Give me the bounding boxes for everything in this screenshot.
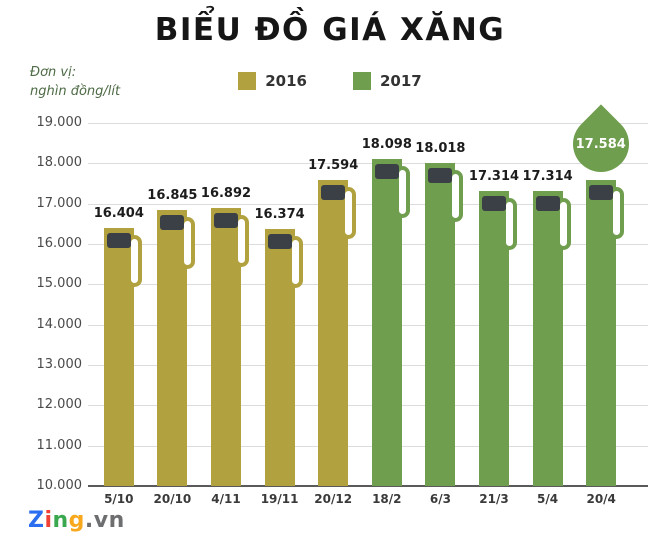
x-axis-label: 20/12 xyxy=(314,492,353,506)
highlight-value-label: 17.584 xyxy=(576,136,627,152)
x-axis-label: 20/10 xyxy=(153,492,192,506)
gridline xyxy=(88,123,648,124)
pump-nozzle-hook-icon xyxy=(180,216,196,269)
pump-nozzle-hook-icon xyxy=(394,166,410,219)
zing-logo: Zing.vn xyxy=(28,508,125,533)
gridline xyxy=(88,324,648,326)
gridline xyxy=(88,445,648,447)
zing-logo-letter: i xyxy=(44,508,53,533)
y-axis-label: 11.000 xyxy=(36,437,83,453)
pump-nozzle-handle-icon xyxy=(267,233,292,249)
pump-nozzle-handle-icon xyxy=(321,184,346,200)
unit-label: Đơn vị: nghìn đồng/lít xyxy=(30,64,120,102)
y-axis-label: 13.000 xyxy=(36,357,83,372)
zing-logo-letter: g xyxy=(68,508,85,533)
pump-nozzle-hook-icon xyxy=(448,169,464,222)
gridline xyxy=(88,365,648,366)
y-axis-label: 16.000 xyxy=(36,236,83,251)
gridline xyxy=(88,284,648,286)
x-axis-label: 4/11 xyxy=(211,492,241,506)
chart-title: BIỂU ĐỒ GIÁ XĂNG xyxy=(154,12,506,48)
gridline xyxy=(88,203,648,205)
zing-logo-letter: Z xyxy=(28,508,45,533)
bar-value-label: 16.374 xyxy=(254,206,305,222)
y-axis-label: 18.000 xyxy=(36,155,83,171)
x-axis-label: 19/11 xyxy=(260,492,299,506)
pump-nozzle-hook-icon xyxy=(234,215,249,268)
pump-nozzle-handle-icon xyxy=(214,213,238,229)
x-axis-label: 21/3 xyxy=(479,492,509,506)
gridline xyxy=(88,244,648,245)
pump-nozzle-hook-icon xyxy=(502,198,517,250)
y-axis-label: 12.000 xyxy=(36,397,83,413)
bar-value-label: 16.404 xyxy=(93,205,144,221)
pump-nozzle-handle-icon xyxy=(535,196,560,211)
y-axis-label: 19.000 xyxy=(36,115,83,130)
pump-nozzle-handle-icon xyxy=(374,164,399,180)
pump-nozzle-hook-icon xyxy=(555,198,571,250)
legend-label-2017: 2017 xyxy=(380,72,422,90)
x-axis-line xyxy=(88,485,648,487)
bar-value-label: 18.098 xyxy=(361,137,412,153)
unit-label-line2: nghìn đồng/lít xyxy=(30,83,121,99)
x-axis-label: 5/10 xyxy=(104,492,134,506)
bar-value-label: 16.892 xyxy=(200,186,252,202)
gridline xyxy=(88,405,648,407)
pump-nozzle-hook-icon xyxy=(341,186,357,239)
bar-value-label: 18.018 xyxy=(415,140,466,156)
zing-logo-suffix: .vn xyxy=(84,508,125,533)
pump-nozzle-handle-icon xyxy=(589,185,614,201)
bar-value-label: 17.314 xyxy=(468,169,520,184)
bar-value-label: 17.314 xyxy=(522,169,573,184)
pump-nozzle-handle-icon xyxy=(482,196,506,211)
legend-item-2016: 2016 xyxy=(238,72,307,90)
legend-item-2017: 2017 xyxy=(353,72,422,90)
pump-nozzle-handle-icon xyxy=(160,214,185,230)
y-axis-label: 10.000 xyxy=(36,478,83,493)
pump-nozzle-hook-icon xyxy=(609,187,625,240)
pump-nozzle-hook-icon xyxy=(126,234,142,287)
x-axis-label: 18/2 xyxy=(372,492,402,506)
y-axis-label: 15.000 xyxy=(36,276,83,292)
legend-swatch-2016 xyxy=(238,72,257,90)
x-axis-label: 20/4 xyxy=(586,492,616,506)
pump-nozzle-handle-icon xyxy=(106,232,131,248)
legend-swatch-2017 xyxy=(353,72,371,90)
x-axis-label: 5/4 xyxy=(537,492,559,506)
pump-nozzle-handle-icon xyxy=(428,167,453,183)
y-axis-label: 14.000 xyxy=(36,316,83,332)
unit-label-line1: Đơn vị: xyxy=(30,65,77,80)
legend: 2016 2017 xyxy=(0,72,660,90)
y-axis-label: 17.000 xyxy=(36,195,83,211)
bar-value-label: 16.845 xyxy=(147,187,198,203)
gridline xyxy=(88,163,648,165)
legend-label-2016: 2016 xyxy=(265,72,307,90)
x-axis-label: 6/3 xyxy=(429,492,451,506)
bar-value-label: 17.594 xyxy=(308,157,359,173)
pump-nozzle-hook-icon xyxy=(287,235,303,288)
zing-logo-letter: n xyxy=(52,508,69,533)
zing-logo-letters: Zing xyxy=(28,508,85,533)
